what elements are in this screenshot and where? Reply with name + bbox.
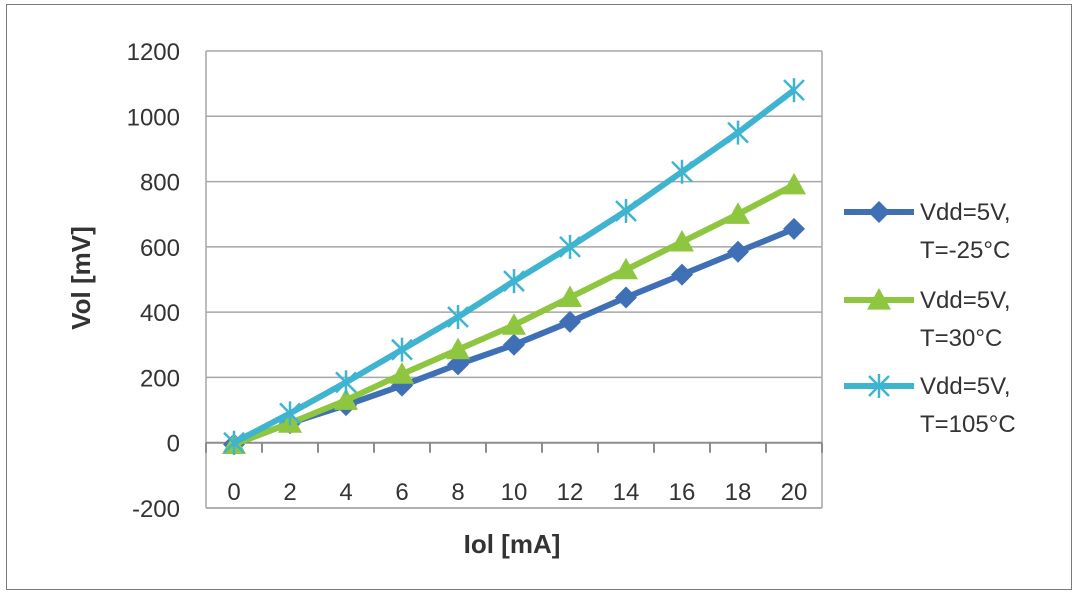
x-tick-label: 18 <box>725 479 752 506</box>
data-point <box>335 370 357 395</box>
x-tick-label: 4 <box>339 479 352 506</box>
data-point <box>559 310 581 333</box>
series-group <box>222 78 806 456</box>
data-point <box>558 285 582 308</box>
legend-label-line1: Vdd=5V, <box>920 373 1011 400</box>
data-point <box>727 240 749 263</box>
data-point <box>782 172 806 195</box>
data-point <box>279 401 301 426</box>
x-tick-label: 14 <box>613 479 640 506</box>
x-tick-label: 2 <box>283 479 296 506</box>
legend: Vdd=5V, T=-25°C Vdd=5V, T=30°C Vdd=5V, T=105°… <box>844 199 1016 438</box>
legend-item: Vdd=5V, T=-25°C <box>844 199 1011 264</box>
data-point <box>867 288 891 310</box>
y-axis-title: Vol [mV] <box>66 226 96 330</box>
data-point <box>671 263 693 286</box>
legend-label-line1: Vdd=5V, <box>920 199 1011 226</box>
legend-label-line2: T=30°C <box>920 325 1002 352</box>
data-point <box>671 159 693 184</box>
y-tick-label: 0 <box>167 431 180 458</box>
y-tick-label: 200 <box>140 365 180 392</box>
data-point <box>726 202 750 224</box>
x-tick-label: 20 <box>781 479 808 506</box>
y-tick-label: 600 <box>140 235 180 262</box>
x-tick-label: 12 <box>557 479 584 506</box>
series-line <box>232 87 796 446</box>
data-point <box>783 78 805 103</box>
x-tick-label: 10 <box>501 479 528 506</box>
data-point <box>615 198 637 223</box>
x-tick-labels: 0 2 4 6 8 10 12 14 16 18 20 <box>227 479 807 506</box>
x-tick-label: 6 <box>395 479 408 506</box>
data-point <box>334 388 358 410</box>
y-tick-label: 400 <box>140 300 180 327</box>
data-point <box>503 333 525 356</box>
x-axis-title: Iol [mA] <box>464 529 561 559</box>
data-point <box>670 229 694 252</box>
y-tick-label: 1000 <box>127 104 180 131</box>
x-tick-label: 16 <box>669 479 696 506</box>
x-tick-label: 0 <box>227 479 240 506</box>
data-point <box>614 257 638 280</box>
data-point <box>391 337 413 362</box>
series-3 <box>223 78 805 455</box>
data-point <box>447 305 469 330</box>
data-point <box>390 362 414 384</box>
legend-item: Vdd=5V, T=30°C <box>844 287 1011 352</box>
data-point <box>783 217 805 240</box>
data-point <box>615 286 637 309</box>
data-point <box>868 201 890 223</box>
data-point <box>559 234 581 259</box>
axes <box>205 51 823 509</box>
data-point <box>868 374 890 398</box>
y-tick-label: -200 <box>132 496 180 523</box>
series-2 <box>222 172 806 454</box>
data-point <box>223 430 245 455</box>
legend-label-line2: T=105°C <box>920 411 1016 438</box>
x-tick-label: 8 <box>451 479 464 506</box>
series-1 <box>223 217 805 456</box>
legend-label-line1: Vdd=5V, <box>920 287 1011 314</box>
data-point <box>446 337 470 360</box>
data-point <box>502 313 526 335</box>
legend-item: Vdd=5V, T=105°C <box>844 373 1016 438</box>
y-tick-label: 1200 <box>127 39 180 66</box>
y-tick-label: 800 <box>140 170 180 197</box>
data-point <box>503 269 525 294</box>
data-point <box>727 120 749 145</box>
legend-label-line2: T=-25°C <box>920 237 1010 264</box>
y-tick-labels: -200 0 200 400 600 800 1000 1200 <box>127 39 180 523</box>
